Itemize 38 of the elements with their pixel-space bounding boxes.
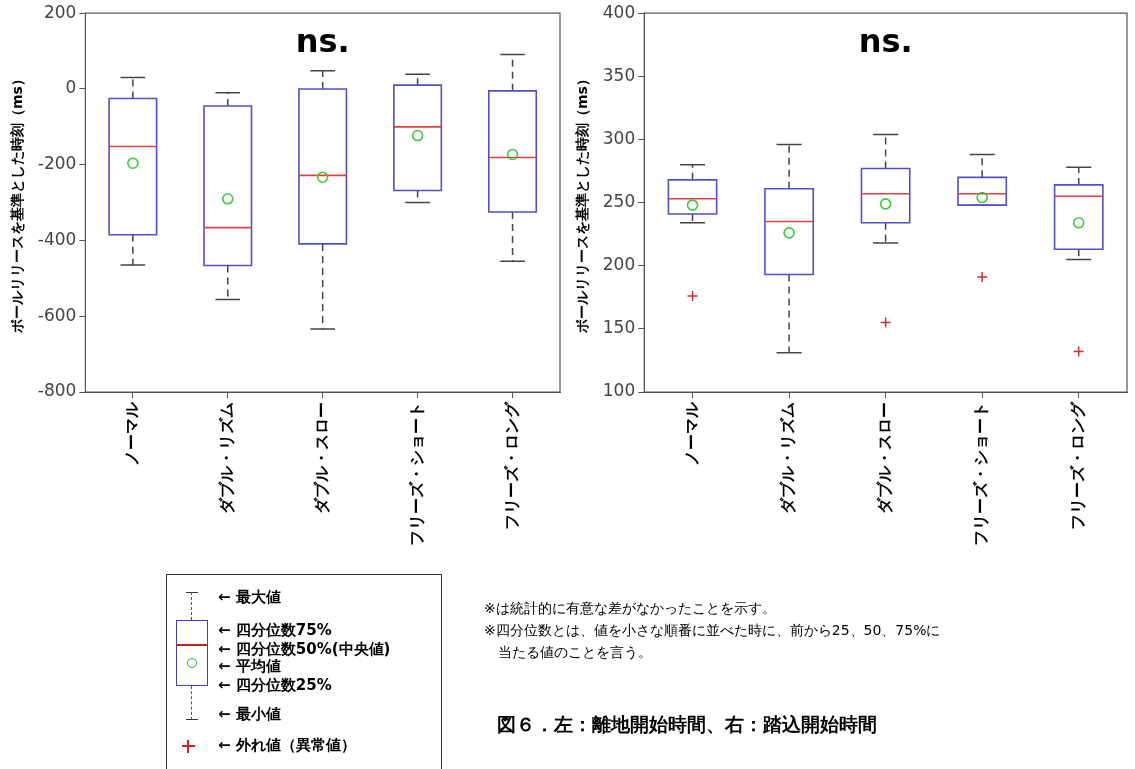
y-tick-label: 100	[602, 380, 636, 401]
text: ← 四分位数75%	[218, 621, 332, 640]
x-tick-label: フリーズ・ロング	[501, 401, 521, 530]
x-tick-label: フリーズ・ショート	[971, 402, 991, 546]
x-tick-label: ノーマル	[122, 401, 141, 466]
y-tick-label: 250	[602, 191, 636, 212]
y-tick-label: 300	[602, 127, 636, 148]
text: ← 最小値	[218, 705, 281, 724]
y-tick-label: 350	[602, 64, 636, 85]
caption: 図６．左：離地開始時間、右：踏込開始時間	[497, 712, 877, 737]
x-tick-label: ダブル・スロー	[874, 402, 894, 514]
text: ← 四分位数25%	[218, 676, 332, 695]
y-tick-label: 400	[602, 1, 636, 22]
y-tick-label: 0	[65, 77, 77, 98]
annotation: ns.	[858, 21, 913, 60]
text: ※四分位数とは、値を小さな順番に並べた時に、前から25、50、75%に	[484, 622, 941, 640]
y-tick-label: -800	[37, 380, 77, 401]
text: ← 四分位数50%(中央値)	[218, 640, 391, 658]
x-tick-label: フリーズ・ショート	[406, 402, 426, 546]
x-tick-label: ノーマル	[681, 401, 701, 466]
y-tick-label: -600	[37, 304, 77, 325]
y-tick-label: -200	[37, 153, 77, 174]
y-tick-label: 200	[43, 1, 77, 22]
y-tick-label: -400	[37, 228, 77, 249]
text: 当たる値のことを言う。	[498, 644, 652, 662]
text: ← 平均値	[218, 657, 281, 676]
x-tick-label: フリーズ・ロング	[1067, 401, 1087, 530]
y-axis-title: ボールリリースを基準とした時刻（ms）	[574, 72, 591, 335]
y-axis-title: ボールリリースを基準とした時刻（ms）	[9, 72, 26, 335]
annotation: ns.	[295, 21, 350, 60]
y-tick-label: 200	[602, 254, 636, 275]
x-tick-label: ダブル・リズム	[216, 402, 236, 514]
x-tick-label: ダブル・スロー	[311, 402, 331, 514]
text: ← 最大値	[218, 588, 281, 607]
x-tick-label: ダブル・リズム	[778, 402, 798, 514]
text: ← 外れ値（異常値）	[218, 736, 356, 755]
text: ※は統計的に有意な差がなかったことを示す。	[484, 600, 776, 618]
y-tick-label: 150	[602, 317, 636, 338]
